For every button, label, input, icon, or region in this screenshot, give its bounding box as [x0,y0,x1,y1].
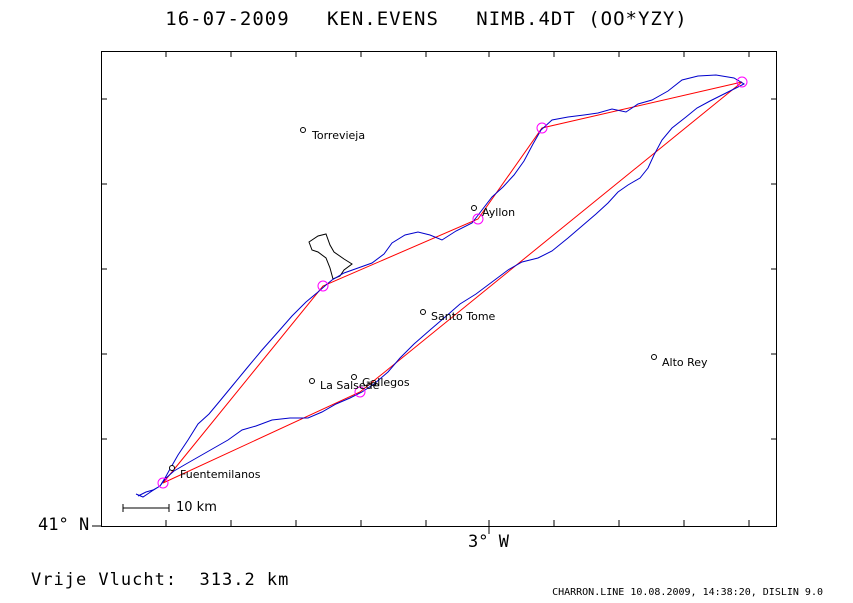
place-label-ayllon: Ayllon [482,206,515,219]
place-marker-fuentemilanos [169,465,175,471]
turnpoint-5 [354,386,366,398]
airspace-outline [308,233,353,280]
place-label-la-salsede: La Salsede [320,379,380,392]
place-label-alto-rey: Alto Rey [662,356,708,369]
task-line [162,81,743,484]
turnpoints [157,76,748,489]
distance-readout: Vrije Vlucht: 313.2 km [31,570,290,590]
right-ticks [771,98,777,440]
turnpoint-2 [472,213,484,225]
place-label-gallegos: Gallegos [362,376,410,389]
flight-track [135,74,746,498]
place-marker-gallegos [351,374,357,380]
left-ticks [92,98,107,527]
longitude-label: 3° W [468,532,509,552]
bottom-ticks [165,520,750,534]
turnpoint-start [157,477,169,489]
place-markers [169,127,657,471]
credit-line: CHARRON.LINE 10.08.2009, 14:38:20, DISLI… [552,587,823,598]
place-marker-ayllon [471,205,477,211]
latitude-label: 41° N [38,515,90,535]
top-ticks [165,51,750,57]
place-label-fuentemilanos: Fuentemilanos [180,468,261,481]
scale-bar-label: 10 km [176,500,217,515]
map-title: 16-07-2009 KEN.EVENS NIMB.4DT (OO*YZY) [165,8,688,30]
map-frame [101,51,777,527]
place-label-torrevieja: Torrevieja [311,129,365,142]
turnpoint-4 [736,76,748,88]
place-marker-la-salsede [309,378,315,384]
place-marker-torrevieja [300,127,306,133]
place-label-santo-tome: Santo Tome [431,310,496,323]
place-marker-alto-rey [651,354,657,360]
place-marker-santo-tome [420,309,426,315]
turnpoint-3 [536,122,548,134]
scale-bar [122,504,170,512]
turnpoint-1 [317,280,329,292]
